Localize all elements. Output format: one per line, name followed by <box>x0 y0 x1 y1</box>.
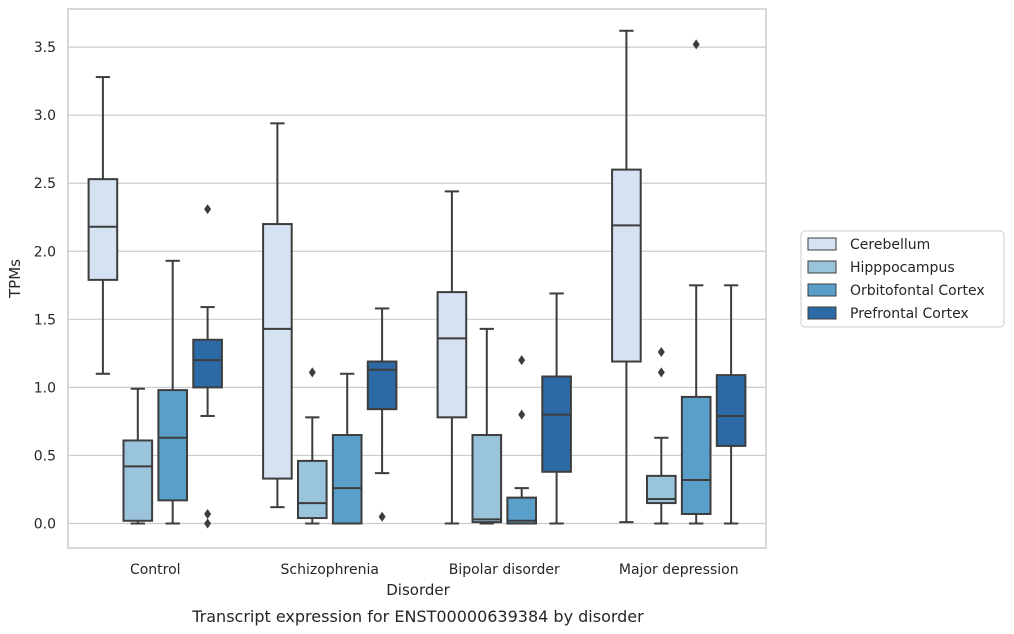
legend: Cerebellum Hipppocampus Orbitofontal Corte… <box>800 230 1005 328</box>
y-axis: 0.0 0.5 1.0 1.5 2.0 2.5 3.0 3.5 <box>34 40 56 532</box>
y-axis-title: TPMs <box>6 259 24 299</box>
box-0-2 <box>436 190 468 525</box>
boxes <box>87 29 747 529</box>
x-tick-label: Bipolar disorder <box>449 562 560 578</box>
y-tick-label: 2.0 <box>34 244 56 260</box>
legend-swatch <box>807 260 837 274</box>
plot-frame <box>67 8 767 549</box>
y-tick-label: 3.5 <box>34 40 56 56</box>
outlier-point <box>657 367 665 378</box>
outlier-point <box>518 409 526 420</box>
box-iqr <box>611 168 642 363</box>
box-iqr <box>87 178 119 281</box>
box-iqr <box>122 439 154 522</box>
x-axis: Control Schizophrenia Bipolar disorder Majo… <box>130 562 739 578</box>
box-0-1 <box>262 122 293 509</box>
outlier-point <box>518 355 526 366</box>
legend-frame <box>800 230 1005 328</box>
outlier-point <box>657 347 665 357</box>
box-3-1 <box>366 307 398 522</box>
legend-label: Orbitofontal Cortex <box>850 283 985 299</box>
box-2-3 <box>680 39 712 525</box>
box-1-1 <box>296 367 328 525</box>
box-2-0 <box>157 259 189 525</box>
y-tick-label: 0.0 <box>34 517 56 533</box>
outlier-point <box>378 511 386 522</box>
box-iqr <box>715 374 747 447</box>
chart-caption: Transcript expression for ENST0000063938… <box>191 607 644 626</box>
box-iqr <box>331 434 363 525</box>
outlier-point <box>308 367 316 378</box>
box-iqr <box>541 375 572 473</box>
box-iqr <box>296 459 328 520</box>
x-tick-label: Control <box>130 562 181 578</box>
y-tick-label: 3.0 <box>34 108 56 124</box>
x-axis-title: Disorder <box>386 581 450 599</box>
legend-swatch <box>807 237 837 251</box>
outlier-point <box>204 204 212 215</box>
box-2-1 <box>331 372 363 525</box>
box-iqr <box>366 360 398 411</box>
box-0-3 <box>611 29 642 524</box>
x-tick-label: Major depression <box>619 562 739 578</box>
outlier-point <box>204 508 212 519</box>
legend-label: Prefrontal Cortex <box>850 306 969 322</box>
box-iqr <box>192 338 223 389</box>
legend-label: Hipppocampus <box>850 260 955 276</box>
outlier-point <box>204 518 212 529</box>
legend-label: Cerebellum <box>850 237 930 253</box>
box-iqr <box>262 223 293 480</box>
box-3-0 <box>192 204 223 529</box>
y-tick-label: 2.5 <box>34 176 56 192</box>
box-1-2 <box>471 327 503 525</box>
box-1-0 <box>122 387 154 525</box>
box-0-0 <box>87 76 119 375</box>
box-1-3 <box>645 347 677 525</box>
box-iqr <box>680 395 712 515</box>
box-3-2 <box>541 292 572 525</box>
box-2-2 <box>506 355 538 525</box>
box-iqr <box>436 291 468 419</box>
y-tick-label: 1.5 <box>34 312 56 328</box>
box-iqr <box>157 389 189 502</box>
y-tick-label: 1.0 <box>34 380 56 396</box>
box-iqr <box>471 434 503 524</box>
box-iqr <box>506 496 538 525</box>
box-3-3 <box>715 284 747 525</box>
legend-swatch <box>807 306 837 320</box>
outlier-point <box>692 39 700 50</box>
x-tick-label: Schizophrenia <box>281 562 379 578</box>
legend-swatch <box>807 283 837 297</box>
y-tick-label: 0.5 <box>34 448 56 464</box>
